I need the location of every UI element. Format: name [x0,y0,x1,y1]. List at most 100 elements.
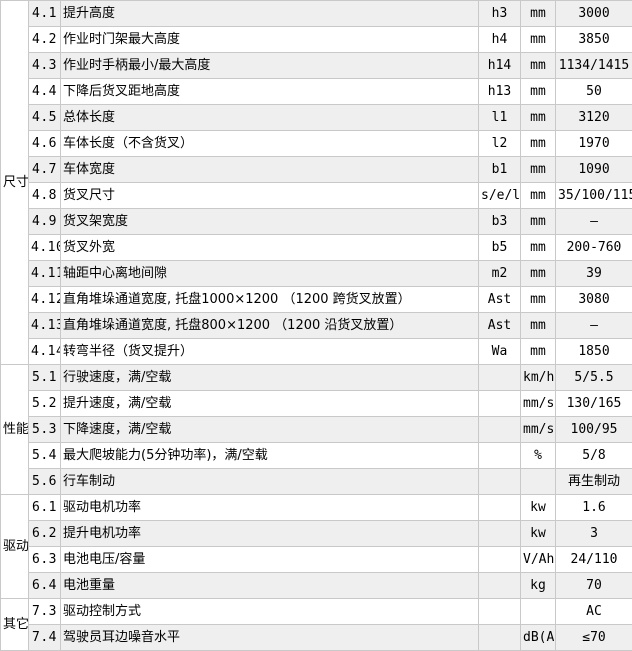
row-symbol-cell [479,365,521,391]
row-symbol-cell: Ast [479,287,521,313]
row-number-cell: 4.11 [29,261,61,287]
row-number-cell: 6.4 [29,573,61,599]
row-value-cell: 24/110 [556,547,632,573]
row-description-cell: 直角堆垛通道宽度, 托盘800×1200 （1200 沿货叉放置） [61,313,479,339]
row-unit-cell: mm [521,79,556,105]
row-value-cell: 50 [556,79,632,105]
row-value-cell: 1090 [556,157,632,183]
row-number-cell: 5.4 [29,443,61,469]
row-value-cell: – [556,313,632,339]
row-value-cell: 1850 [556,339,632,365]
row-value-cell: 5/5.5 [556,365,632,391]
row-symbol-cell: Ast [479,313,521,339]
row-description-cell: 最大爬坡能力(5分钟功率)，满/空载 [61,443,479,469]
row-unit-cell: kw [521,495,556,521]
row-description-cell: 行车制动 [61,469,479,495]
row-description-cell: 驱动控制方式 [61,599,479,625]
row-description-cell: 下降速度，满/空载 [61,417,479,443]
row-number-cell: 5.6 [29,469,61,495]
row-value-cell: 1970 [556,131,632,157]
row-unit-cell: mm [521,1,556,27]
row-description-cell: 总体长度 [61,105,479,131]
table-row: 4.13直角堆垛通道宽度, 托盘800×1200 （1200 沿货叉放置）Ast… [1,313,632,339]
row-unit-cell: mm [521,53,556,79]
row-number-cell: 4.10 [29,235,61,261]
row-number-cell: 4.14 [29,339,61,365]
row-symbol-cell: b3 [479,209,521,235]
row-number-cell: 5.2 [29,391,61,417]
row-description-cell: 轴距中心离地间隙 [61,261,479,287]
section-category-label: 尺寸 [1,1,29,365]
row-value-cell: 3120 [556,105,632,131]
row-symbol-cell: m2 [479,261,521,287]
row-description-cell: 货叉外宽 [61,235,479,261]
row-symbol-cell: h13 [479,79,521,105]
row-unit-cell: mm [521,261,556,287]
row-unit-cell: mm [521,287,556,313]
row-unit-cell: mm [521,339,556,365]
row-unit-cell: V/Ah [521,547,556,573]
table-row: 4.10货叉外宽b5mm200-760 [1,235,632,261]
row-description-cell: 转弯半径（货叉提升） [61,339,479,365]
row-number-cell: 5.1 [29,365,61,391]
row-number-cell: 4.12 [29,287,61,313]
row-unit-cell: km/h [521,365,556,391]
row-description-cell: 提升电机功率 [61,521,479,547]
section-category-label: 性能 [1,365,29,495]
row-symbol-cell [479,573,521,599]
row-description-cell: 行驶速度，满/空载 [61,365,479,391]
row-symbol-cell [479,599,521,625]
row-number-cell: 4.1 [29,1,61,27]
table-row: 4.12直角堆垛通道宽度, 托盘1000×1200 （1200 跨货叉放置）As… [1,287,632,313]
row-symbol-cell [479,625,521,651]
row-symbol-cell: Wa [479,339,521,365]
row-symbol-cell: h14 [479,53,521,79]
row-number-cell: 7.3 [29,599,61,625]
row-unit-cell: kg [521,573,556,599]
row-description-cell: 货叉架宽度 [61,209,479,235]
row-number-cell: 4.9 [29,209,61,235]
row-number-cell: 6.1 [29,495,61,521]
row-value-cell: 39 [556,261,632,287]
row-number-cell: 7.4 [29,625,61,651]
row-unit-cell: mm/s [521,417,556,443]
row-value-cell: 35/100/1150 [556,183,632,209]
row-value-cell: 100/95 [556,417,632,443]
row-description-cell: 直角堆垛通道宽度, 托盘1000×1200 （1200 跨货叉放置） [61,287,479,313]
row-value-cell: 3 [556,521,632,547]
section-category-label: 驱动 [1,495,29,599]
row-unit-cell: mm [521,105,556,131]
row-unit-cell [521,599,556,625]
row-value-cell: 3850 [556,27,632,53]
row-symbol-cell [479,547,521,573]
row-value-cell: 130/165 [556,391,632,417]
row-symbol-cell: l1 [479,105,521,131]
row-description-cell: 作业时手柄最小/最大高度 [61,53,479,79]
row-symbol-cell [479,391,521,417]
row-value-cell: 1134/1415 [556,53,632,79]
row-description-cell: 驾驶员耳边噪音水平 [61,625,479,651]
row-symbol-cell: b1 [479,157,521,183]
row-symbol-cell: h3 [479,1,521,27]
row-description-cell: 提升速度，满/空载 [61,391,479,417]
row-number-cell: 6.2 [29,521,61,547]
row-symbol-cell [479,469,521,495]
row-description-cell: 下降后货叉距地高度 [61,79,479,105]
row-symbol-cell [479,495,521,521]
